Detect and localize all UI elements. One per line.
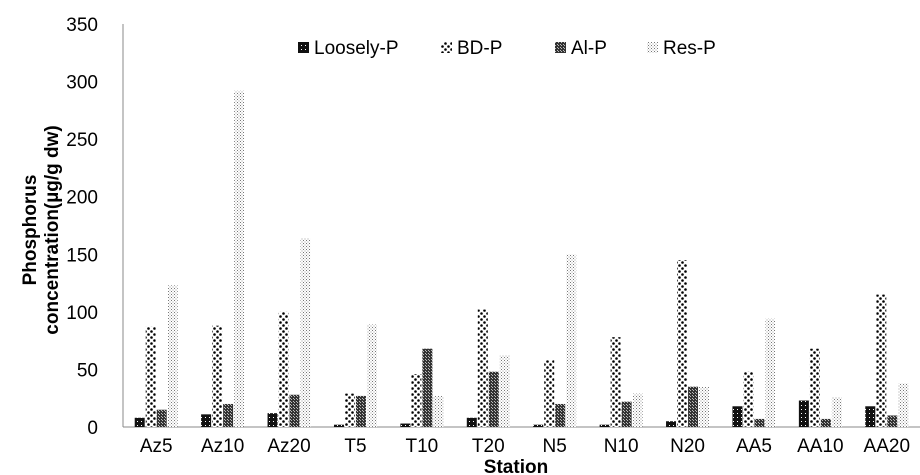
bar-bd-p-n5 — [544, 360, 555, 427]
x-tick-label: Az20 — [267, 436, 310, 457]
bar-loosely-p-aa5 — [732, 406, 743, 427]
bar-loosely-p-aa10 — [798, 400, 809, 427]
x-tick-label: AA20 — [864, 436, 910, 457]
bar-al-p-az5 — [156, 409, 167, 427]
y-tick-label: 50 — [77, 360, 98, 381]
bar-bd-p-t5 — [344, 393, 355, 427]
chart-axes — [122, 24, 920, 428]
bar-al-p-t5 — [355, 395, 366, 427]
bar-loosely-p-n10 — [599, 424, 610, 427]
legend-swatch-bd-p — [441, 42, 452, 53]
x-tick-label: Az10 — [201, 436, 244, 457]
x-tick-label: Az5 — [140, 436, 173, 457]
bar-loosely-p-t10 — [400, 423, 411, 427]
bar-bd-p-az20 — [278, 311, 289, 427]
y-tick-label: 350 — [66, 15, 98, 36]
y-tick-label: 200 — [66, 188, 98, 209]
bar-loosely-p-t5 — [333, 424, 344, 427]
bar-bd-p-t20 — [477, 309, 488, 427]
bar-loosely-p-az5 — [134, 417, 145, 427]
bar-bd-p-aa10 — [809, 348, 820, 427]
bar-loosely-p-az20 — [267, 413, 278, 427]
y-tick-label: 100 — [66, 303, 98, 324]
legend-label-bd-p: BD-P — [457, 38, 502, 59]
bar-al-p-az10 — [223, 403, 234, 427]
bar-bd-p-az10 — [212, 325, 223, 427]
bar-loosely-p-n20 — [666, 421, 677, 427]
x-axis-title: Station — [484, 457, 548, 475]
bar-res-p-az10 — [234, 90, 245, 427]
bar-res-p-aa20 — [898, 383, 909, 427]
bar-al-p-n5 — [555, 403, 566, 427]
bar-al-p-n10 — [621, 401, 632, 427]
legend-label-al-p: Al-P — [571, 38, 607, 59]
bar-res-p-n5 — [566, 254, 577, 427]
bar-loosely-p-az10 — [201, 414, 212, 427]
legend-label-loosely-p: Loosely-P — [314, 38, 399, 59]
bar-loosely-p-n5 — [533, 424, 544, 427]
x-tick-label: T5 — [344, 436, 366, 457]
y-tick-label: 300 — [66, 73, 98, 94]
bar-al-p-az20 — [289, 394, 300, 427]
x-tick-label: T10 — [406, 436, 439, 457]
legend-swatch-loosely-p — [298, 42, 309, 53]
chart-bars — [134, 90, 909, 427]
bar-al-p-t10 — [422, 348, 433, 427]
x-tick-label: AA5 — [736, 436, 772, 457]
bar-al-p-t20 — [488, 371, 499, 427]
bar-bd-p-n10 — [610, 337, 621, 427]
x-tick-label: N5 — [543, 436, 567, 457]
bar-res-p-t10 — [433, 395, 444, 427]
bar-loosely-p-t20 — [466, 417, 477, 427]
legend-swatch-res-p — [647, 42, 658, 53]
x-tick-label: N20 — [670, 436, 705, 457]
chart-category-labels: Az5 Az10 Az20 T5 T10 T20 N5 N10 N20 AA5 AA10 AA20 — [140, 436, 910, 457]
bar-res-p-n20 — [699, 386, 710, 427]
bar-al-p-aa10 — [820, 418, 831, 427]
bar-res-p-n10 — [632, 393, 643, 427]
bar-res-p-aa5 — [765, 318, 776, 427]
y-tick-label: 0 — [87, 418, 98, 439]
bar-bd-p-aa20 — [876, 294, 887, 427]
bar-res-p-t5 — [366, 324, 377, 427]
bar-al-p-n20 — [688, 386, 699, 427]
x-tick-label: N10 — [604, 436, 639, 457]
bar-al-p-aa20 — [887, 415, 898, 427]
x-tick-label: AA10 — [797, 436, 843, 457]
y-tick-label: 250 — [66, 130, 98, 151]
bar-bd-p-t10 — [411, 374, 422, 427]
y-axis-title-line-2: concentration(µg/g dw) — [42, 125, 63, 334]
bar-res-p-t20 — [499, 355, 510, 427]
y-tick-label: 150 — [66, 245, 98, 266]
legend-swatch-al-p — [555, 42, 566, 53]
legend-label-res-p: Res-P — [663, 38, 716, 59]
bar-bd-p-az5 — [145, 326, 156, 427]
bar-res-p-az5 — [167, 285, 178, 427]
bar-bd-p-n20 — [677, 260, 688, 427]
bar-res-p-aa10 — [831, 397, 842, 427]
chart-legend: Loosely-P BD-P Al-P Res-P — [298, 38, 716, 59]
y-axis-title-line-1: Phosphorus — [20, 175, 41, 286]
bar-al-p-aa5 — [754, 418, 765, 427]
bar-loosely-p-aa20 — [865, 406, 876, 427]
bar-bd-p-aa5 — [743, 371, 754, 427]
x-tick-label: T20 — [472, 436, 505, 457]
bar-res-p-az20 — [300, 238, 311, 427]
chart-tick-labels: 0 50 100 150 200 250 300 350 — [66, 15, 98, 439]
